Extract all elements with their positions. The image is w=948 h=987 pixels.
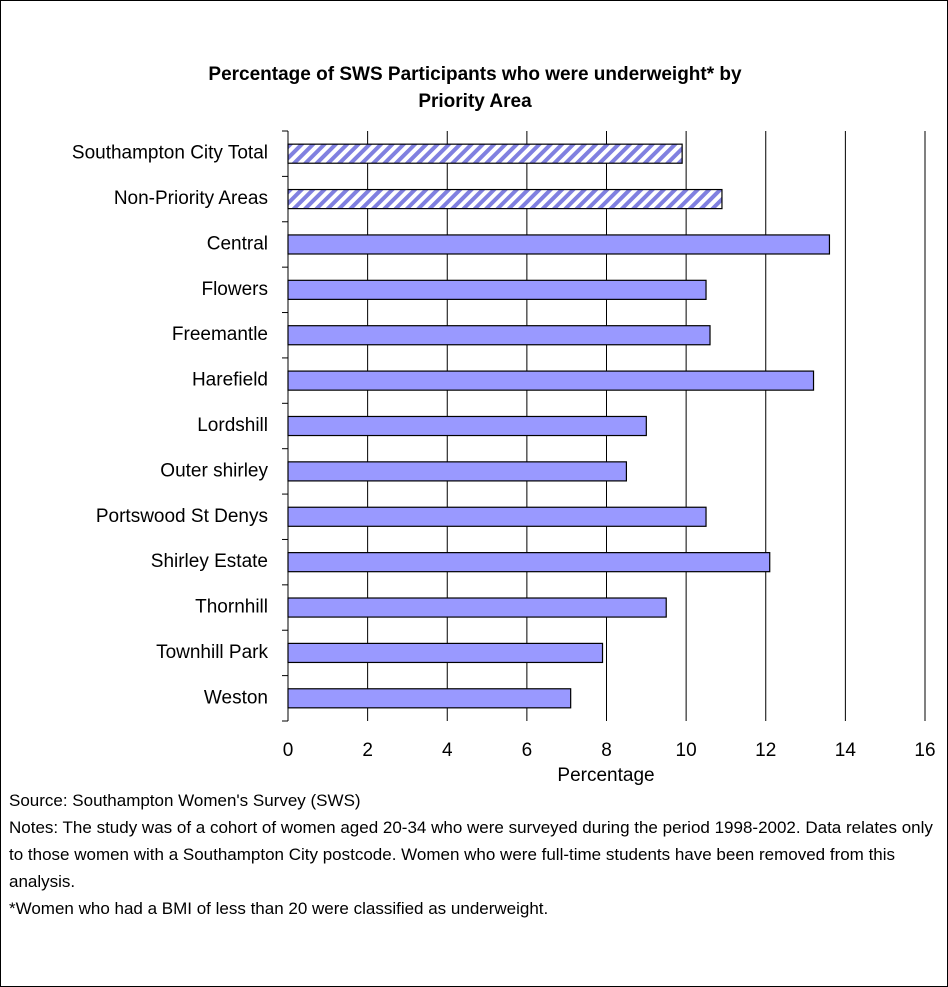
y-tick-label: Lordshill — [197, 415, 268, 436]
x-axis-label: Percentage — [557, 765, 654, 786]
y-tick-label: Weston — [204, 687, 268, 708]
bar — [287, 234, 831, 255]
x-tick-label: 14 — [835, 740, 857, 761]
bar — [287, 506, 707, 527]
x-tick-label: 4 — [442, 740, 453, 761]
y-tick-label: Freemantle — [172, 324, 268, 345]
y-tick-label: Non-Priority Areas — [114, 188, 268, 209]
note: Notes: The study was of a cohort of wome… — [9, 818, 933, 891]
bar — [287, 597, 667, 618]
bar — [287, 370, 815, 391]
note: *Women who had a BMI of less than 20 wer… — [9, 899, 549, 918]
x-tick-label: 12 — [755, 740, 776, 761]
bar — [287, 552, 771, 573]
chart-title: Priority Area — [418, 91, 532, 112]
bar — [287, 642, 604, 664]
y-tick-label: Shirley Estate — [151, 551, 268, 572]
bar — [287, 415, 647, 437]
y-tick-label: Harefield — [192, 370, 268, 391]
x-tick-label: 8 — [601, 740, 612, 761]
bar — [287, 279, 707, 300]
notes: Source: Southampton Women's Survey (SWS)… — [9, 787, 939, 922]
x-tick-label: 10 — [676, 740, 697, 761]
y-tick-label: Central — [207, 233, 268, 254]
chart-title: Percentage of SWS Participants who were … — [208, 64, 742, 85]
source: Source: Southampton Women's Survey (SWS) — [9, 791, 361, 810]
y-tick-label: Flowers — [201, 279, 268, 300]
y-tick-label: Thornhill — [195, 597, 268, 618]
y-tick-label: Outer shirley — [160, 460, 268, 481]
bar — [287, 188, 723, 210]
y-tick-label: Townhill Park — [156, 642, 268, 663]
bar — [287, 688, 572, 709]
y-tick-label: Portswood St Denys — [96, 506, 268, 527]
y-tick-label: Southampton City Total — [72, 143, 268, 164]
bar — [287, 143, 683, 164]
x-tick-label: 0 — [283, 740, 294, 761]
bar — [287, 325, 711, 346]
x-tick-label: 16 — [914, 740, 935, 761]
x-tick-label: 2 — [362, 740, 373, 761]
bar — [287, 461, 628, 482]
x-tick-label: 6 — [522, 740, 533, 761]
